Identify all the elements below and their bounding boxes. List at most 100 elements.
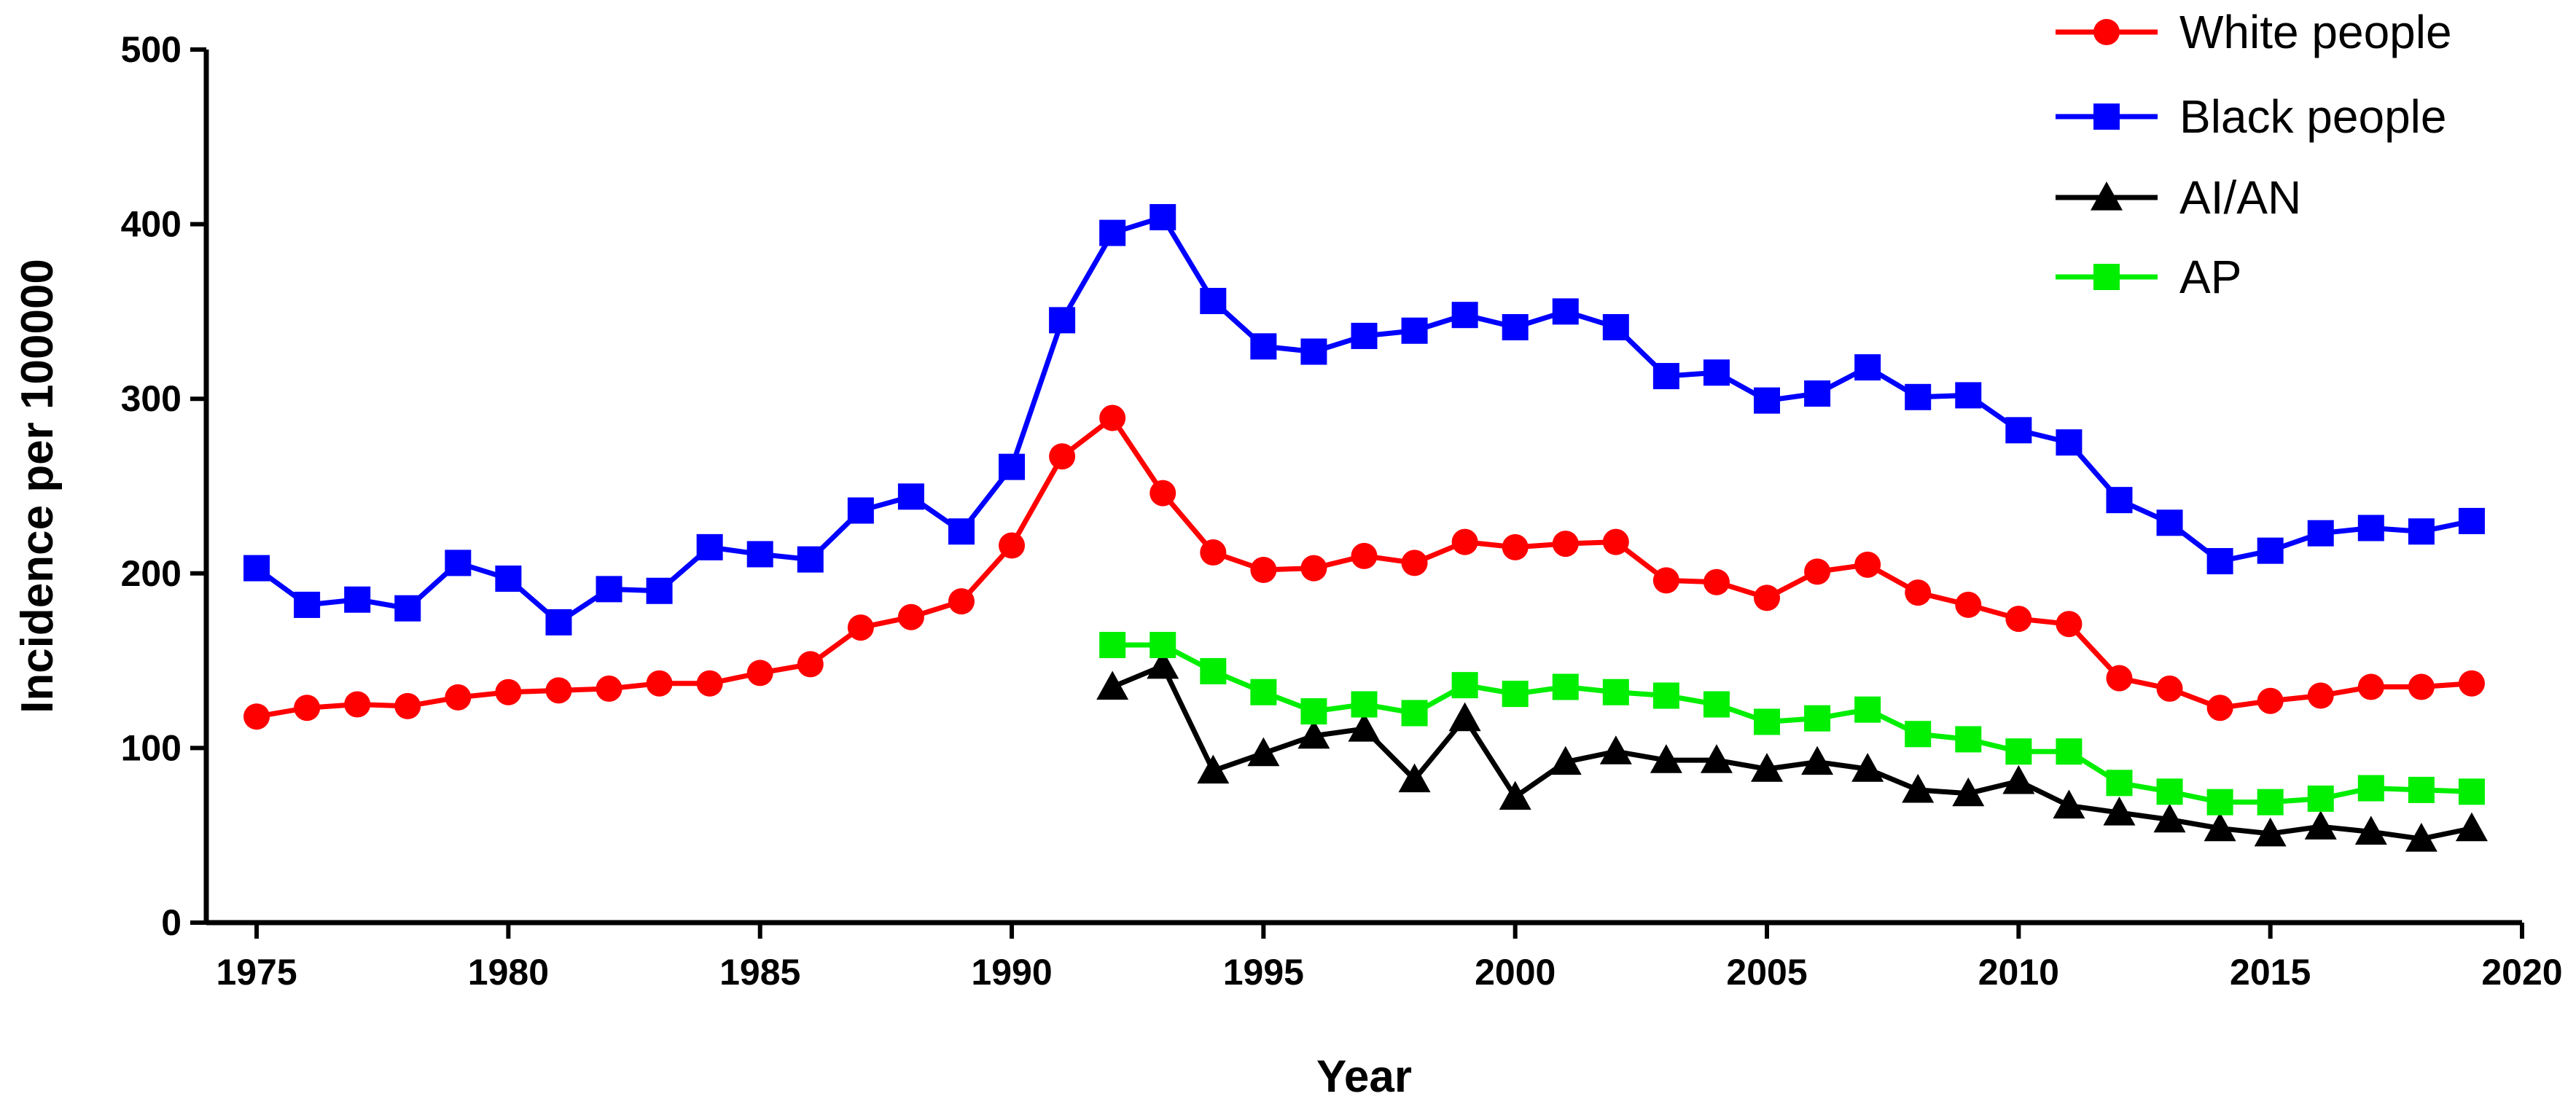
data-point-black-people [1099, 219, 1126, 246]
chart-legend: White people Black people AI/AN AP [2056, 6, 2452, 303]
data-point-black-people [746, 541, 773, 568]
data-point-white-people [2408, 673, 2435, 700]
data-point-white-people [1703, 568, 1730, 595]
data-point-ap [1250, 678, 1277, 705]
legend-label: Black people [2179, 90, 2446, 143]
data-point-black-people [394, 595, 421, 622]
data-point-ai-an [1801, 746, 1834, 775]
data-point-black-people [646, 577, 673, 604]
chart-axes: 0 100 200 300 400 500 1975 1980 1985 1990 1995 2000… [121, 29, 2563, 993]
data-point-black-people [545, 609, 572, 635]
data-point-black-people [1754, 387, 1781, 414]
data-point-white-people [344, 691, 371, 718]
data-point-black-people [1905, 383, 1932, 410]
data-point-white-people [1552, 531, 1579, 558]
data-point-white-people [1300, 555, 1327, 582]
data-point-white-people [2307, 682, 2334, 709]
data-point-white-people [1804, 558, 1831, 585]
data-point-ap [1955, 726, 1982, 753]
data-point-black-people [797, 546, 824, 573]
data-point-black-people [1502, 313, 1529, 340]
x-tick-label: 2005 [1726, 952, 1807, 993]
data-point-white-people [1099, 404, 1126, 431]
data-point-ai-an [2204, 812, 2236, 842]
data-point-white-people [1502, 533, 1529, 560]
x-tick-label: 1985 [719, 952, 800, 993]
data-point-black-people [2357, 515, 2384, 541]
data-point-black-people [2257, 537, 2284, 564]
x-tick-label: 1980 [468, 952, 549, 993]
x-axis-title: Year [1316, 1052, 1412, 1099]
series-ap [1099, 632, 2485, 816]
data-point-black-people [1200, 288, 1227, 315]
data-point-black-people [1351, 322, 1378, 349]
data-point-ap [1652, 682, 1679, 709]
series-layer [243, 204, 2488, 852]
legend-item-black-people: Black people [2056, 90, 2446, 143]
data-point-ap [2257, 789, 2284, 816]
legend-item-ap: AP [2056, 251, 2241, 303]
data-point-ai-an [2405, 822, 2438, 852]
x-tick-label: 1975 [216, 952, 297, 993]
data-point-white-people [445, 684, 472, 711]
data-point-black-people [2458, 507, 2485, 534]
data-point-black-people [243, 555, 270, 582]
data-point-ai-an [1751, 753, 1784, 782]
data-point-black-people [1955, 382, 1982, 409]
y-tick-label: 0 [161, 902, 182, 943]
data-point-ap [1451, 672, 1478, 699]
data-point-ap [1150, 632, 1176, 659]
data-point-white-people [2106, 665, 2133, 692]
legend-label: AP [2179, 251, 2241, 303]
data-point-white-people [2156, 675, 2183, 702]
data-point-ap [2056, 738, 2083, 765]
data-point-ap [2156, 778, 2183, 805]
data-point-white-people [1905, 579, 1932, 606]
data-point-ai-an [1197, 754, 1230, 784]
data-point-ai-an [1448, 702, 1481, 732]
data-point-white-people [646, 670, 673, 697]
x-tick-label: 1995 [1223, 952, 1304, 993]
data-point-ai-an [2455, 812, 2488, 842]
data-point-black-people [1703, 359, 1730, 386]
data-point-white-people [394, 692, 421, 719]
series-ai-an [1096, 649, 2488, 852]
data-point-ap [1905, 721, 1932, 748]
data-point-white-people [2005, 606, 2032, 633]
data-point-ai-an [1398, 763, 1431, 793]
data-point-white-people [1200, 539, 1227, 566]
data-point-black-people [1652, 363, 1679, 390]
data-point-black-people [1804, 380, 1831, 407]
data-point-white-people [2257, 687, 2284, 714]
data-point-ai-an [2153, 803, 2186, 833]
series-line-ap [1112, 642, 2472, 805]
data-point-white-people [1250, 557, 1277, 584]
data-point-white-people [2458, 670, 2485, 697]
y-axis-title: Incidence per 100000 [12, 259, 63, 713]
series-line-ai-an [1111, 662, 2472, 842]
data-point-black-people [1552, 298, 1579, 325]
data-point-ap [2408, 776, 2435, 803]
data-point-ai-an [1096, 670, 1129, 700]
data-point-white-people [294, 695, 321, 721]
data-point-black-people [2206, 548, 2233, 575]
x-tick-label: 2015 [2230, 952, 2311, 993]
data-point-ap [2458, 778, 2485, 805]
legend-swatch-marker [2091, 181, 2123, 211]
data-point-black-people [2408, 518, 2435, 545]
data-point-white-people [495, 678, 522, 705]
data-point-ap [1552, 673, 1579, 700]
data-point-ap [1602, 678, 1629, 705]
data-point-white-people [1451, 528, 1478, 555]
data-point-white-people [797, 651, 824, 678]
data-point-ai-an [1348, 713, 1381, 742]
data-point-ap [1502, 681, 1529, 708]
y-tick-label: 300 [121, 378, 182, 419]
y-tick-label: 100 [121, 727, 182, 768]
data-point-ap [1300, 698, 1327, 725]
data-point-ai-an [1851, 753, 1884, 782]
data-point-ai-an [2053, 789, 2085, 819]
data-point-ap [2106, 770, 2133, 797]
data-point-black-people [495, 565, 522, 592]
